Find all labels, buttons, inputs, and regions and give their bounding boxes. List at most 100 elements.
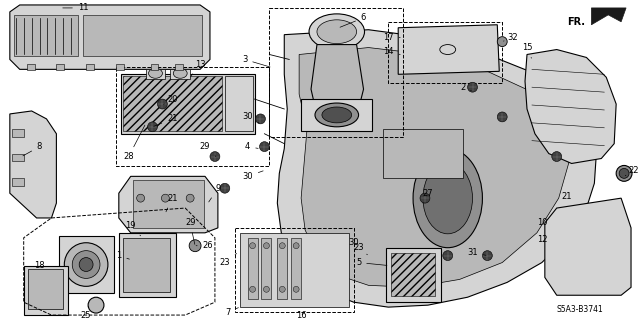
Ellipse shape [317, 20, 356, 44]
Ellipse shape [619, 168, 629, 178]
Text: 13: 13 [191, 60, 205, 76]
Ellipse shape [264, 243, 269, 249]
Bar [132, 180, 204, 228]
Bar [388, 22, 502, 83]
Polygon shape [525, 50, 616, 164]
Polygon shape [299, 48, 568, 287]
Ellipse shape [189, 240, 201, 252]
Bar [145, 69, 165, 79]
Text: 15: 15 [522, 43, 532, 58]
Ellipse shape [148, 68, 163, 78]
Text: 19: 19 [125, 221, 141, 236]
Bar [14, 15, 78, 56]
Bar [27, 64, 35, 70]
Ellipse shape [186, 194, 194, 202]
Text: 9: 9 [209, 184, 221, 202]
Bar [12, 154, 24, 162]
Bar [86, 64, 94, 70]
Bar [12, 178, 24, 186]
Bar [150, 64, 159, 70]
Ellipse shape [250, 243, 255, 249]
Bar [116, 68, 269, 166]
Text: 4: 4 [245, 142, 258, 151]
Bar [12, 129, 24, 137]
Ellipse shape [420, 193, 430, 203]
Bar [301, 99, 372, 131]
Ellipse shape [497, 112, 507, 122]
Ellipse shape [413, 148, 483, 248]
Polygon shape [119, 176, 218, 233]
Ellipse shape [255, 114, 266, 124]
Text: 25: 25 [81, 307, 92, 320]
Text: 11: 11 [63, 4, 88, 12]
Ellipse shape [264, 286, 269, 292]
Text: 12: 12 [536, 235, 547, 244]
Text: 7: 7 [225, 308, 238, 316]
Ellipse shape [220, 183, 230, 193]
Text: 32: 32 [504, 33, 518, 42]
Ellipse shape [250, 286, 255, 292]
Ellipse shape [79, 258, 93, 271]
Text: 23: 23 [220, 253, 237, 267]
Bar [123, 76, 222, 131]
Text: 3: 3 [242, 55, 270, 67]
Text: 21: 21 [166, 194, 177, 212]
Bar [123, 238, 170, 292]
Ellipse shape [173, 68, 187, 78]
Text: 22: 22 [625, 166, 639, 176]
Ellipse shape [88, 297, 104, 313]
Text: 26: 26 [196, 241, 213, 250]
Ellipse shape [72, 251, 100, 278]
Text: 29: 29 [185, 219, 195, 244]
Text: 20: 20 [164, 95, 177, 104]
Ellipse shape [279, 286, 285, 292]
Ellipse shape [483, 251, 492, 260]
Text: 17: 17 [383, 33, 400, 42]
Text: 28: 28 [124, 125, 145, 161]
Bar [56, 64, 65, 70]
Text: 23: 23 [353, 243, 367, 255]
Ellipse shape [468, 82, 477, 92]
Polygon shape [121, 74, 255, 134]
Ellipse shape [322, 107, 351, 123]
Ellipse shape [137, 194, 145, 202]
Text: 30: 30 [243, 171, 263, 181]
Ellipse shape [210, 152, 220, 162]
Text: 30: 30 [348, 238, 359, 247]
Bar [391, 253, 435, 296]
Text: 30: 30 [243, 112, 259, 123]
Bar [24, 266, 68, 315]
Ellipse shape [161, 194, 170, 202]
Text: 2: 2 [460, 83, 471, 92]
Bar [387, 248, 441, 302]
Text: 8: 8 [23, 142, 42, 156]
Ellipse shape [279, 243, 285, 249]
Text: 21: 21 [154, 114, 177, 126]
Text: 16: 16 [296, 310, 307, 320]
Text: 1: 1 [116, 251, 129, 260]
Bar [225, 76, 253, 131]
Ellipse shape [423, 163, 472, 234]
Ellipse shape [552, 152, 562, 162]
Polygon shape [545, 198, 631, 295]
Text: 14: 14 [383, 47, 400, 56]
Text: 18: 18 [35, 261, 45, 270]
Polygon shape [10, 5, 210, 69]
Text: 29: 29 [200, 142, 216, 156]
Text: 31: 31 [467, 248, 486, 257]
Polygon shape [277, 30, 596, 307]
Bar [291, 238, 301, 299]
Text: 6: 6 [340, 13, 366, 27]
Ellipse shape [309, 14, 365, 50]
Text: 5: 5 [356, 258, 387, 267]
Text: S5A3-B3741: S5A3-B3741 [557, 305, 604, 314]
Bar [269, 8, 403, 137]
Bar [28, 269, 63, 309]
Bar [170, 69, 190, 79]
Bar [116, 64, 124, 70]
Bar [60, 236, 114, 293]
Bar [240, 233, 349, 307]
Bar [175, 64, 183, 70]
Text: 21: 21 [561, 192, 572, 201]
Text: 27: 27 [422, 189, 433, 203]
